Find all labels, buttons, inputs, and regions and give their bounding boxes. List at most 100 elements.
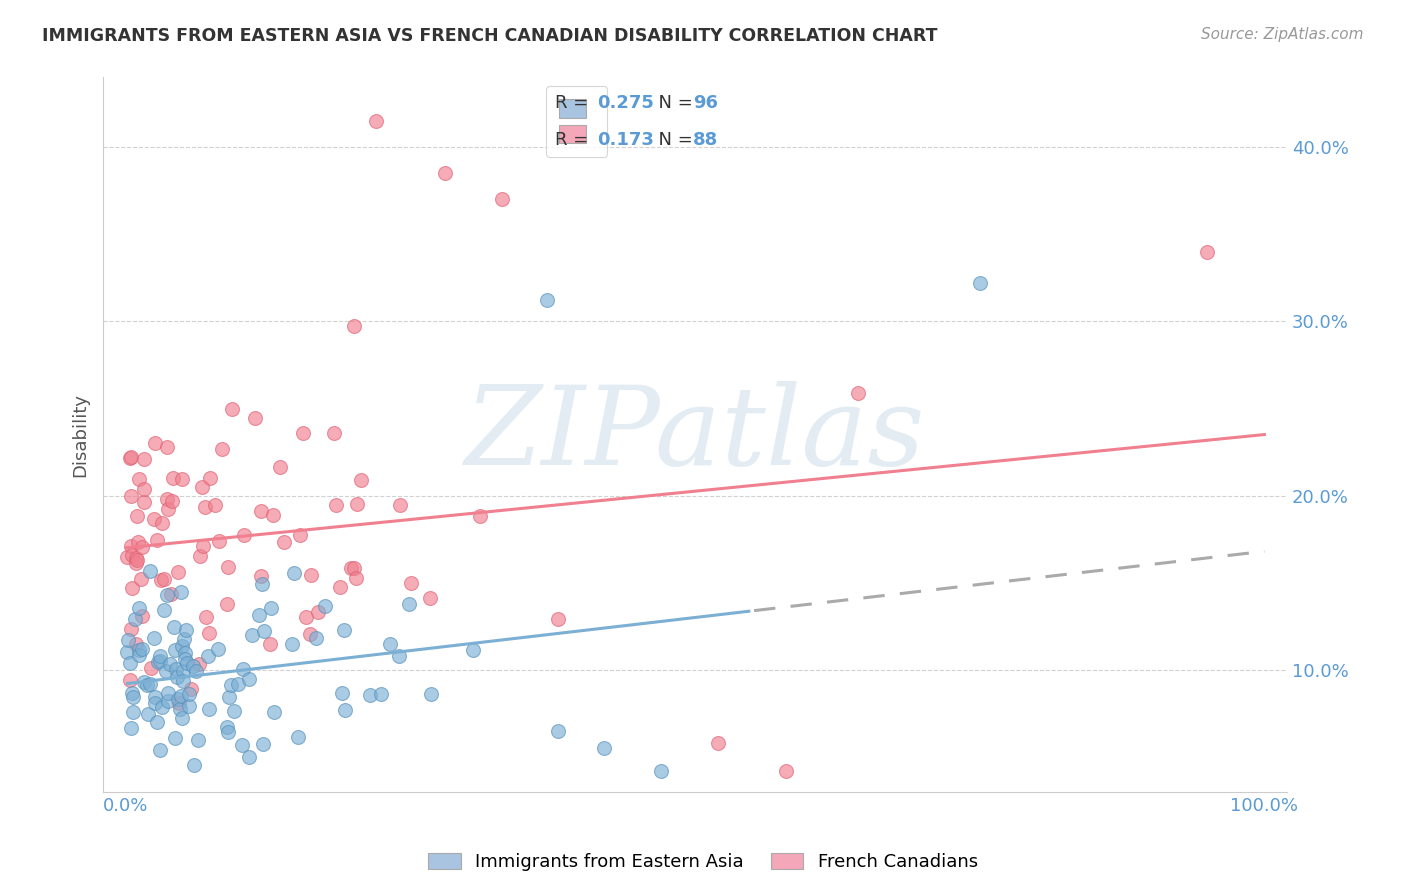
Point bbox=[253, 624, 276, 638]
Point bbox=[134, 482, 156, 496]
Point bbox=[200, 471, 222, 485]
Point bbox=[120, 721, 142, 735]
Point bbox=[170, 472, 193, 486]
Point bbox=[547, 612, 569, 626]
Point bbox=[132, 452, 155, 467]
Point bbox=[228, 677, 250, 691]
Point bbox=[125, 638, 148, 652]
Point bbox=[305, 632, 328, 646]
Point bbox=[167, 691, 190, 706]
Text: 0.173: 0.173 bbox=[598, 131, 654, 149]
Point bbox=[163, 619, 186, 633]
Point bbox=[125, 552, 148, 566]
Point bbox=[491, 193, 513, 207]
Point bbox=[288, 528, 311, 542]
Point bbox=[388, 649, 411, 664]
Point bbox=[191, 480, 214, 494]
Point bbox=[156, 440, 179, 454]
Point bbox=[219, 678, 242, 692]
Point bbox=[593, 741, 616, 756]
Text: 88: 88 bbox=[693, 131, 718, 149]
Point bbox=[160, 587, 183, 601]
Point bbox=[174, 652, 197, 666]
Point bbox=[148, 743, 170, 757]
Point bbox=[128, 535, 150, 549]
Point bbox=[131, 608, 153, 623]
Point bbox=[547, 723, 569, 738]
Point bbox=[115, 549, 138, 564]
Point bbox=[187, 657, 209, 671]
Point bbox=[204, 498, 226, 512]
Point bbox=[419, 591, 441, 606]
Point bbox=[120, 489, 142, 503]
Point bbox=[136, 706, 159, 721]
Text: N =: N = bbox=[647, 131, 699, 149]
Point bbox=[183, 758, 205, 772]
Point bbox=[217, 560, 239, 574]
Point bbox=[224, 704, 246, 718]
Point bbox=[145, 533, 167, 548]
Point bbox=[173, 646, 195, 660]
Point bbox=[139, 661, 162, 675]
Point bbox=[775, 764, 797, 778]
Point bbox=[359, 688, 381, 702]
Point bbox=[143, 512, 166, 526]
Point bbox=[143, 690, 166, 704]
Point bbox=[333, 703, 356, 717]
Point bbox=[333, 623, 356, 637]
Point bbox=[162, 471, 184, 485]
Point bbox=[180, 682, 202, 697]
Text: Source: ZipAtlas.com: Source: ZipAtlas.com bbox=[1201, 27, 1364, 42]
Point bbox=[176, 623, 198, 637]
Point bbox=[292, 426, 315, 441]
Point bbox=[129, 572, 152, 586]
Point bbox=[344, 571, 367, 585]
Point bbox=[232, 662, 254, 676]
Point bbox=[378, 637, 401, 651]
Point bbox=[260, 601, 283, 615]
Point bbox=[262, 508, 284, 523]
Point bbox=[148, 654, 170, 668]
Point bbox=[170, 690, 193, 704]
Point bbox=[295, 610, 318, 624]
Point bbox=[156, 501, 179, 516]
Point bbox=[233, 528, 256, 542]
Text: ZIPatlas: ZIPatlas bbox=[465, 381, 925, 488]
Text: R =: R = bbox=[555, 131, 595, 149]
Point bbox=[231, 738, 253, 752]
Point bbox=[124, 612, 146, 626]
Point bbox=[148, 655, 170, 669]
Point bbox=[218, 690, 240, 704]
Point bbox=[172, 673, 194, 688]
Point bbox=[128, 642, 150, 657]
Point bbox=[370, 687, 392, 701]
Point bbox=[128, 471, 150, 485]
Point bbox=[323, 426, 346, 441]
Point bbox=[166, 670, 188, 684]
Point bbox=[366, 114, 388, 128]
Point bbox=[143, 631, 166, 645]
Point bbox=[238, 750, 260, 764]
Point bbox=[163, 731, 186, 746]
Point bbox=[273, 535, 295, 549]
Point bbox=[135, 678, 157, 692]
Point bbox=[463, 642, 485, 657]
Point bbox=[170, 711, 193, 725]
Point bbox=[247, 607, 270, 622]
Point bbox=[969, 276, 991, 290]
Point bbox=[167, 566, 190, 580]
Text: IMMIGRANTS FROM EASTERN ASIA VS FRENCH CANADIAN DISABILITY CORRELATION CHART: IMMIGRANTS FROM EASTERN ASIA VS FRENCH C… bbox=[42, 27, 938, 45]
Point bbox=[188, 549, 211, 563]
Point bbox=[128, 600, 150, 615]
Point bbox=[287, 730, 309, 744]
Point bbox=[146, 715, 169, 730]
Point bbox=[398, 597, 420, 611]
Point bbox=[155, 492, 177, 507]
Point bbox=[127, 509, 149, 524]
Point bbox=[343, 560, 366, 574]
Point bbox=[186, 664, 208, 678]
Point bbox=[167, 696, 190, 710]
Point bbox=[650, 764, 672, 778]
Point bbox=[208, 533, 231, 548]
Point bbox=[121, 581, 143, 595]
